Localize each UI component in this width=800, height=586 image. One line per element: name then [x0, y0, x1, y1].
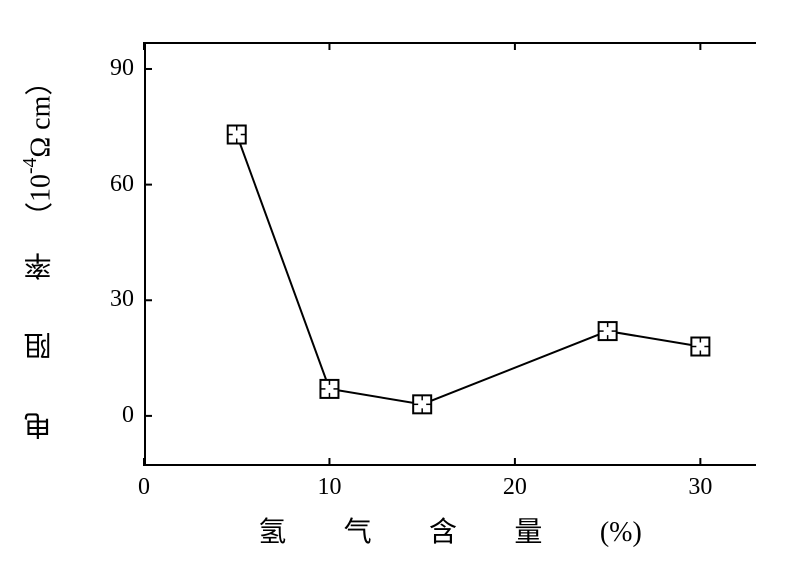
x-tick-label: 10: [299, 474, 359, 501]
x-tick-label: 0: [114, 474, 174, 501]
y-tick-label: 90: [74, 55, 134, 82]
plot-area: [144, 42, 756, 466]
y-axis-label: 电 阻 率（10-4Ω cm）: [20, 42, 61, 466]
x-tick-label: 20: [485, 474, 545, 501]
x-axis-label-text: 氢 气 含 量: [258, 517, 567, 548]
y-tick-label: 60: [74, 171, 134, 198]
y-tick-label: 30: [74, 286, 134, 313]
x-axis-label: 氢 气 含 量 (%): [144, 510, 756, 550]
resistivity-chart: 电 阻 率（10-4Ω cm） 氢 气 含 量 (%) 0 10 20 30 0 30 60…: [0, 0, 800, 586]
x-axis-unit: (%): [600, 517, 642, 548]
y-axis-label-text: 电 阻 率: [21, 230, 61, 440]
x-tick-label: 30: [670, 474, 730, 501]
y-axis-unit: （10-4Ω cm）: [20, 68, 61, 230]
y-tick-label: 0: [74, 402, 134, 429]
